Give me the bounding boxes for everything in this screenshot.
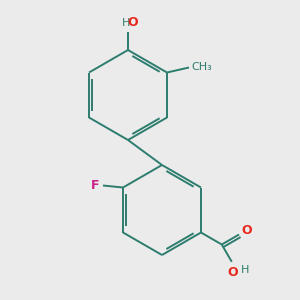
Text: CH₃: CH₃ — [191, 62, 212, 73]
Text: O: O — [128, 16, 138, 29]
Text: H: H — [122, 18, 130, 28]
Text: F: F — [91, 179, 99, 192]
Text: O: O — [227, 266, 238, 279]
Text: O: O — [241, 224, 252, 237]
Text: H: H — [241, 265, 249, 275]
